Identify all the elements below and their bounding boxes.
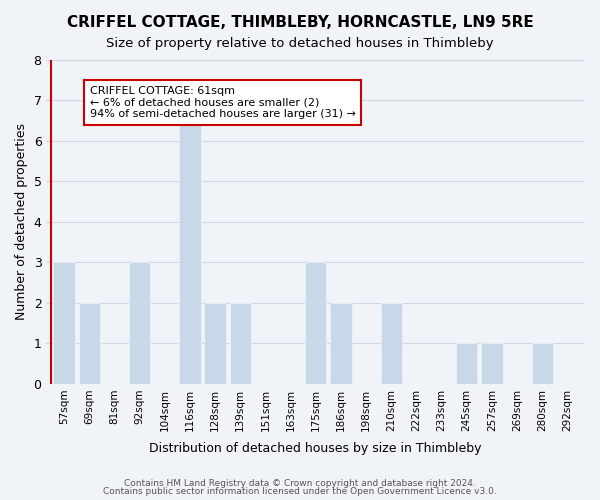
- Text: Contains public sector information licensed under the Open Government Licence v3: Contains public sector information licen…: [103, 487, 497, 496]
- Bar: [179, 100, 200, 384]
- Bar: [230, 303, 251, 384]
- Bar: [53, 262, 75, 384]
- Text: CRIFFEL COTTAGE, THIMBLEBY, HORNCASTLE, LN9 5RE: CRIFFEL COTTAGE, THIMBLEBY, HORNCASTLE, …: [67, 15, 533, 30]
- Bar: [129, 262, 150, 384]
- Bar: [79, 303, 100, 384]
- Text: Size of property relative to detached houses in Thimbleby: Size of property relative to detached ho…: [106, 38, 494, 51]
- X-axis label: Distribution of detached houses by size in Thimbleby: Distribution of detached houses by size …: [149, 442, 482, 455]
- Bar: [481, 344, 503, 384]
- Bar: [456, 344, 478, 384]
- Bar: [532, 344, 553, 384]
- Bar: [305, 262, 326, 384]
- Y-axis label: Number of detached properties: Number of detached properties: [15, 124, 28, 320]
- Bar: [205, 303, 226, 384]
- Bar: [330, 303, 352, 384]
- Bar: [380, 303, 402, 384]
- Text: CRIFFEL COTTAGE: 61sqm
← 6% of detached houses are smaller (2)
94% of semi-detac: CRIFFEL COTTAGE: 61sqm ← 6% of detached …: [89, 86, 355, 119]
- Text: Contains HM Land Registry data © Crown copyright and database right 2024.: Contains HM Land Registry data © Crown c…: [124, 478, 476, 488]
